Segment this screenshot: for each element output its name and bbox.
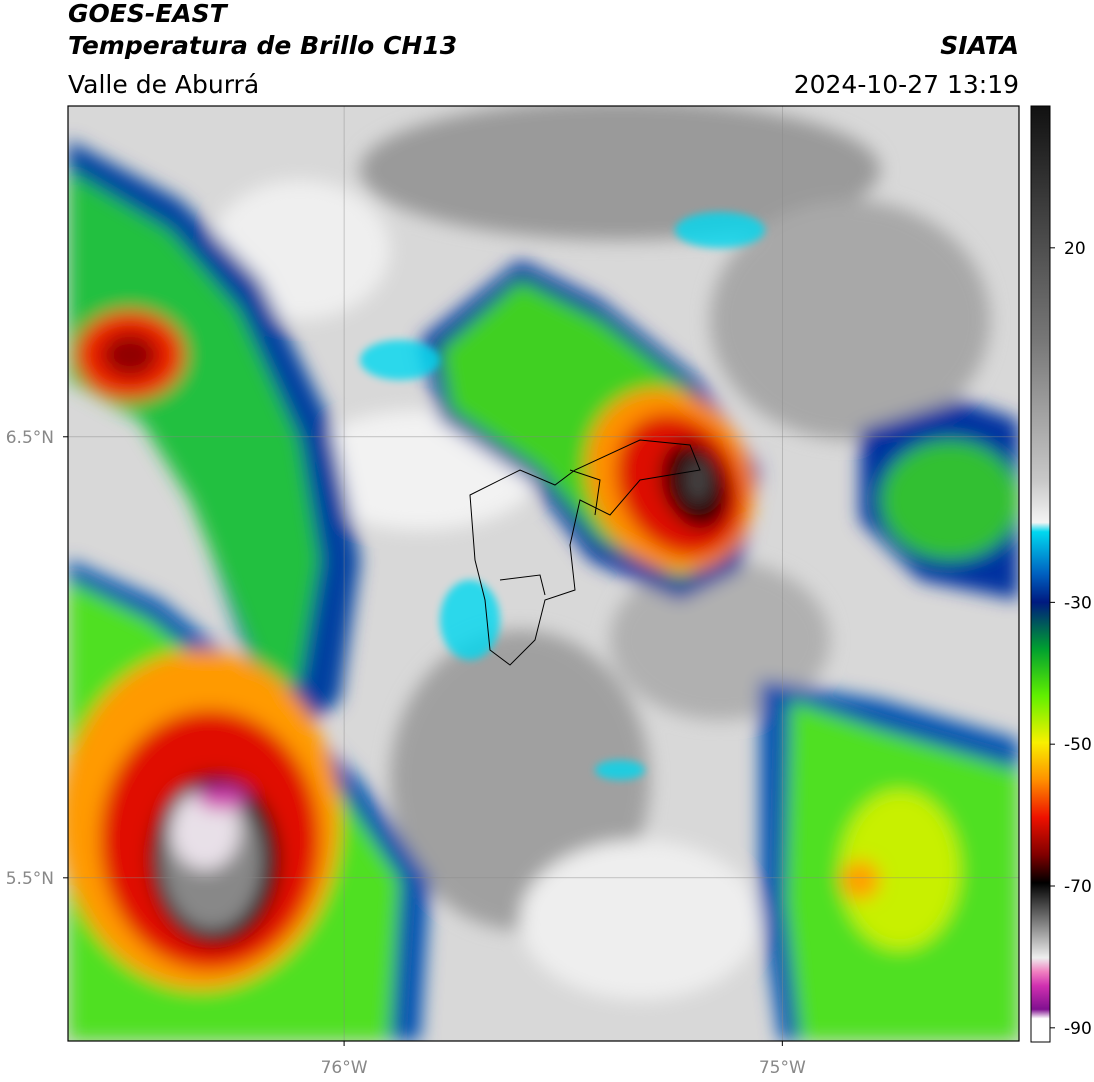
- title: GOES-EAST: [68, 0, 229, 28]
- colorbar-tick-label: 20: [1064, 239, 1086, 259]
- region: Valle de Aburrá: [68, 70, 259, 99]
- satellite-image: [68, 106, 1019, 1041]
- datetime: 2024-10-27 13:19: [794, 70, 1019, 99]
- x-tick-label: 75°W: [759, 1058, 806, 1078]
- source: SIATA: [940, 31, 1019, 60]
- y-tick-label: 6.5°N: [6, 428, 54, 448]
- x-tick-label: 76°W: [321, 1058, 368, 1078]
- y-tick-label: 5.5°N: [6, 869, 54, 889]
- colorbar-tick-label: -50: [1064, 735, 1092, 755]
- colorbar-tick-label: -70: [1064, 877, 1092, 897]
- subtitle: Temperatura de Brillo CH13: [68, 31, 457, 60]
- colorbar: [1030, 105, 1051, 1043]
- map-frame: [67, 105, 1020, 1042]
- colorbar-tick-label: -30: [1064, 593, 1092, 613]
- colorbar-tick-label: -90: [1064, 1019, 1092, 1039]
